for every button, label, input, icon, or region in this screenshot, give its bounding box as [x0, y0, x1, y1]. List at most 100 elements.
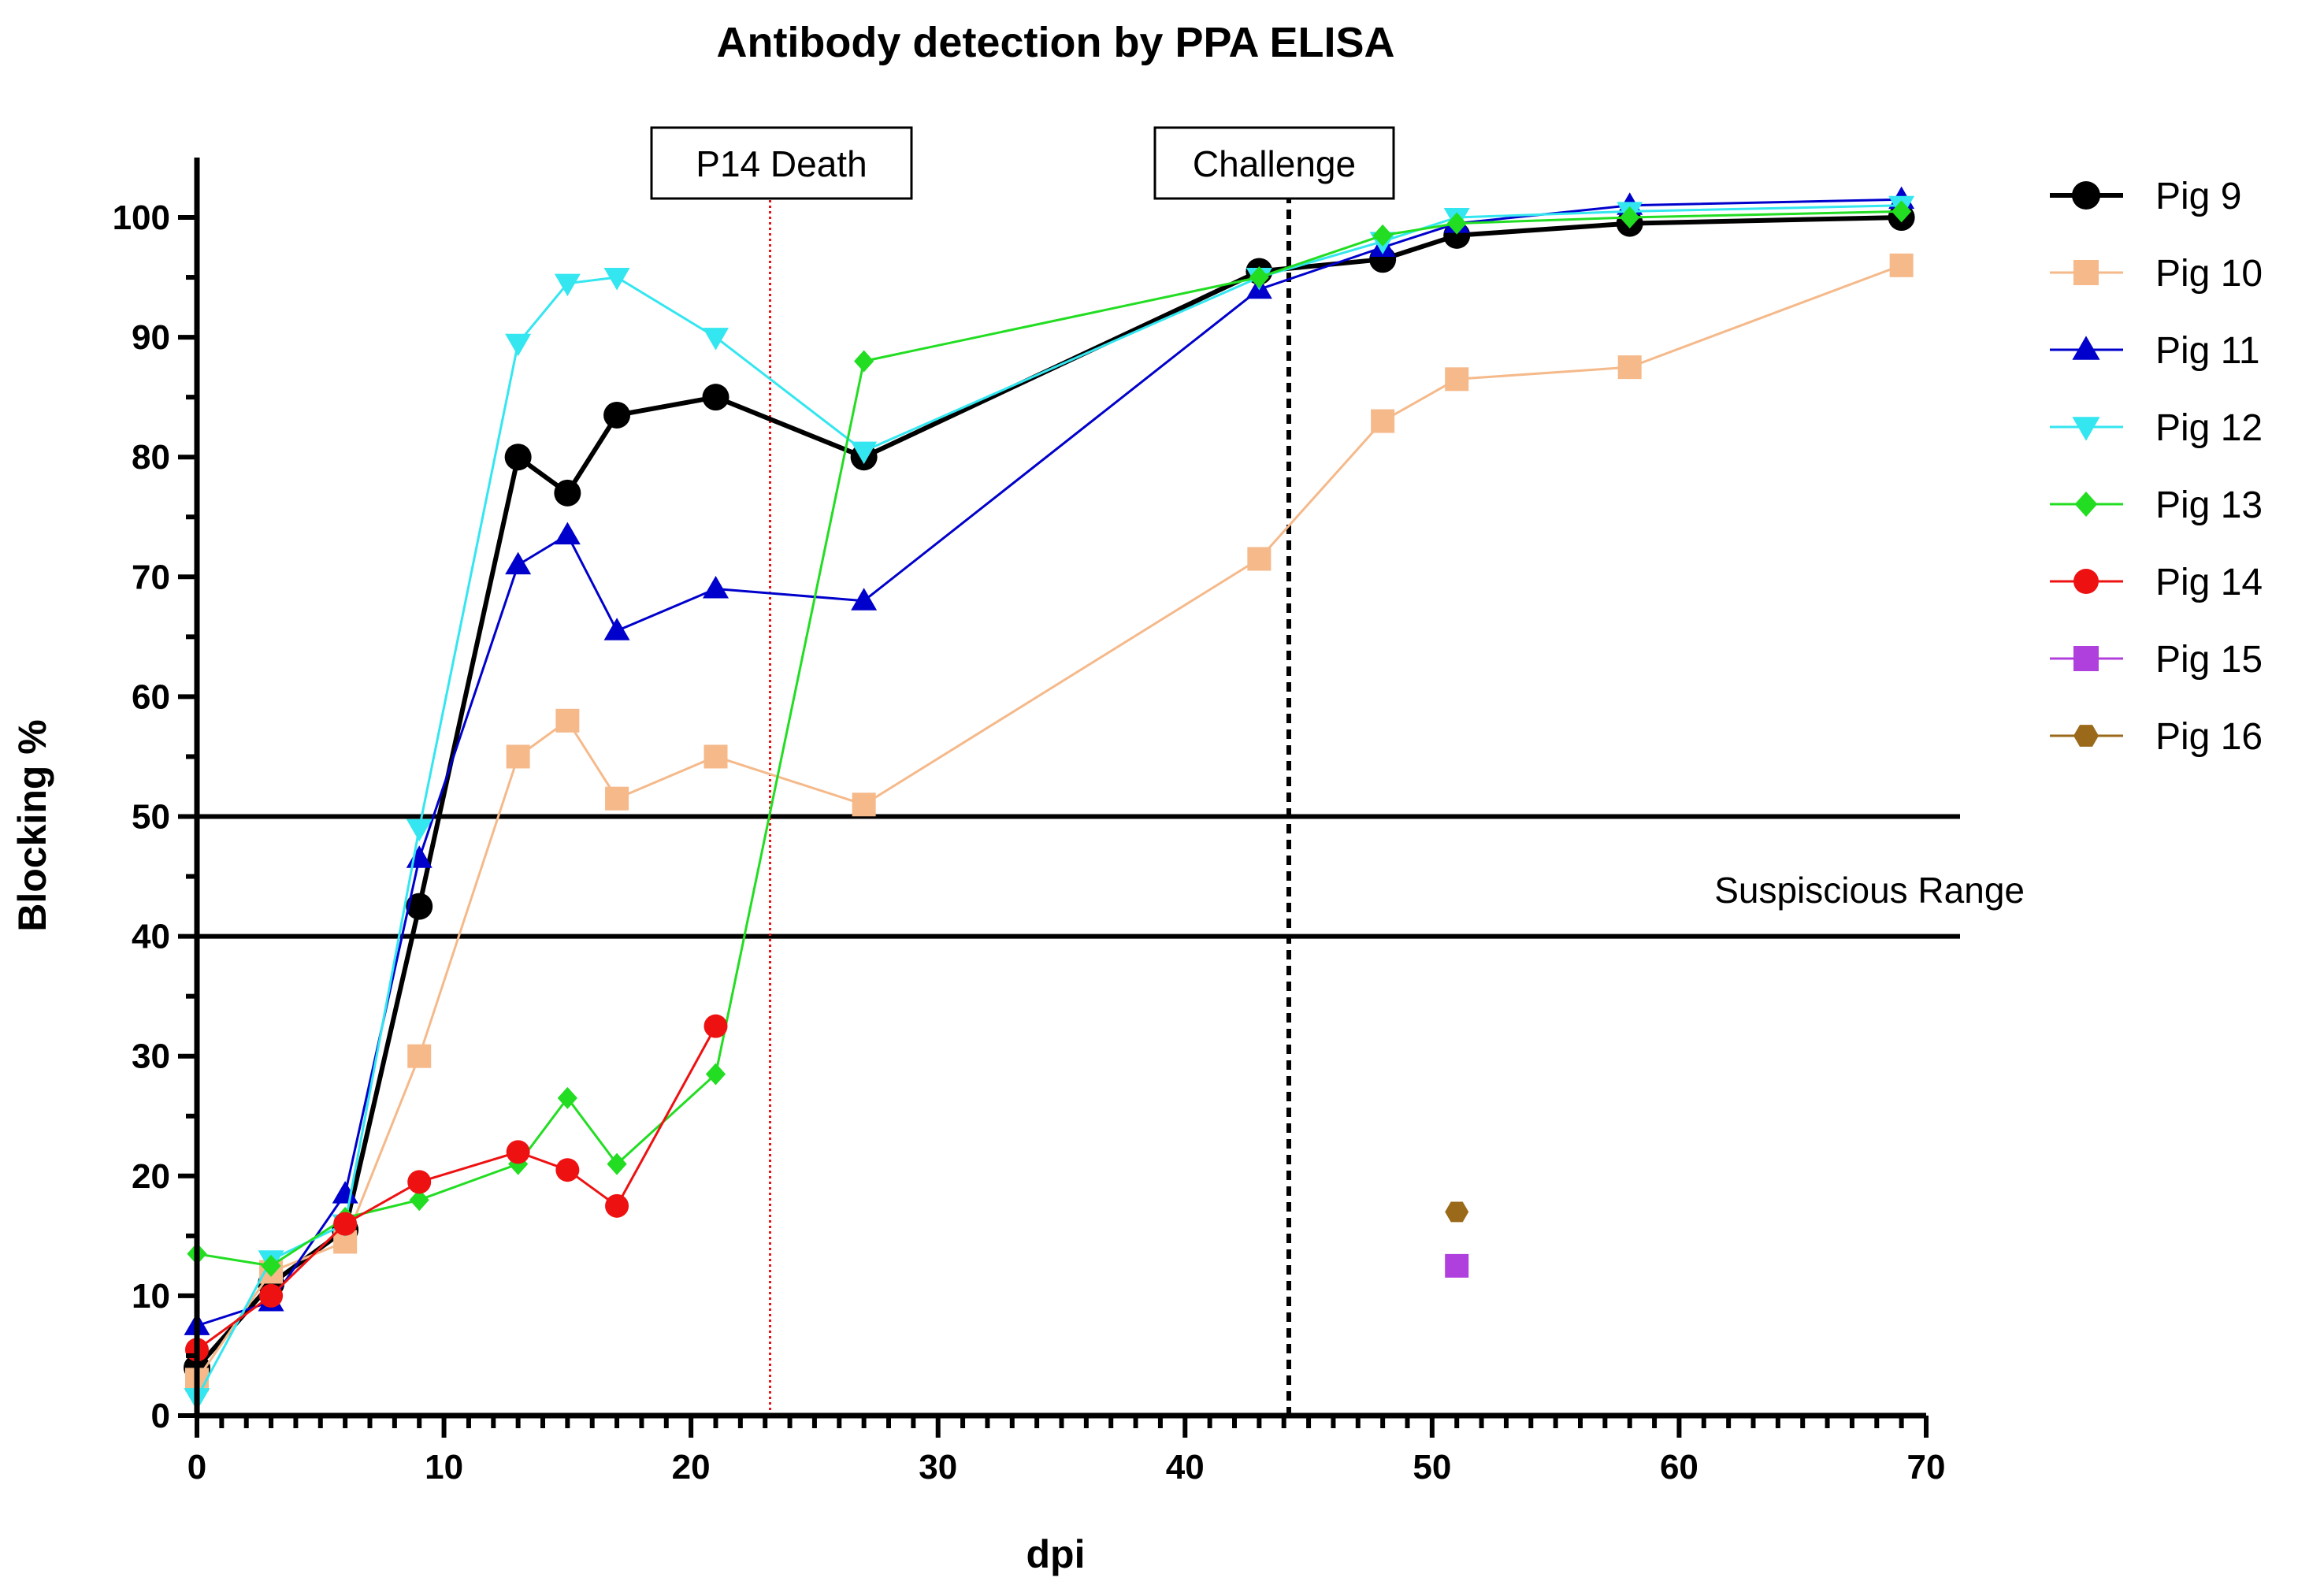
legend-item-3: Pig 12 [2050, 407, 2263, 449]
data-point [259, 1283, 284, 1308]
data-point [407, 1170, 432, 1194]
y-tick-label: 70 [132, 558, 170, 596]
data-point [406, 818, 432, 842]
data-point [557, 1086, 577, 1109]
legend-label: Pig 12 [2155, 407, 2263, 449]
legend-label: Pig 16 [2155, 716, 2263, 758]
data-point [1889, 253, 1914, 277]
series-1 [185, 253, 1914, 1392]
y-tick-label: 50 [132, 798, 170, 837]
data-point [554, 273, 581, 297]
data-point [407, 1044, 432, 1068]
data-point [554, 479, 581, 507]
series-lines [184, 186, 1915, 1411]
data-point [605, 1193, 629, 1218]
y-tick-label: 100 [113, 199, 170, 237]
data-point [406, 893, 433, 920]
data-point [603, 401, 631, 429]
legend-marker [2072, 181, 2100, 210]
legend-item-6: Pig 15 [2050, 639, 2263, 681]
series-line [196, 198, 1902, 1327]
y-tick-label: 10 [132, 1277, 170, 1316]
data-point [603, 268, 630, 291]
data-point [1446, 212, 1467, 235]
x-tick-label: 40 [1166, 1448, 1205, 1487]
data-point [555, 708, 580, 733]
data-point [1445, 1201, 1469, 1223]
data-point [854, 350, 874, 373]
x-tick-label: 20 [672, 1448, 711, 1487]
legend-item-1: Pig 10 [2050, 253, 2263, 295]
y-tick-label: 80 [132, 438, 170, 477]
data-point [506, 744, 530, 769]
data-point [603, 618, 630, 640]
annotation-box-1 [1153, 126, 1395, 200]
data-point [705, 1063, 726, 1086]
data-point [851, 588, 878, 611]
data-point [852, 792, 876, 817]
data-point [504, 444, 532, 471]
legend-marker [2073, 725, 2099, 747]
data-point [1445, 367, 1469, 392]
band-label: Suspiscious Range [1714, 870, 2025, 911]
data-point [702, 384, 729, 411]
x-tick-label: 30 [919, 1448, 957, 1487]
x-tick-label: 10 [425, 1448, 463, 1487]
series-4 [187, 200, 1912, 1277]
legend-marker [2073, 260, 2099, 285]
data-point [333, 1212, 358, 1236]
chart-title: Antibody detection by PPA ELISA [716, 19, 1394, 66]
data-point [409, 1189, 429, 1212]
series-line [196, 210, 1902, 1268]
series-6 [1445, 1253, 1469, 1278]
data-point [704, 1014, 728, 1038]
data-point [704, 744, 728, 769]
data-point [261, 1254, 281, 1277]
legend-marker [2072, 417, 2100, 441]
series-5 [185, 1014, 728, 1362]
y-tick-label: 0 [151, 1397, 170, 1435]
legend-item-5: Pig 14 [2050, 562, 2263, 603]
data-point [703, 576, 729, 599]
legend-label: Pig 9 [2155, 176, 2241, 217]
series-line [195, 204, 1902, 1398]
y-tick-label: 90 [132, 318, 170, 357]
y-tick-label: 30 [132, 1037, 170, 1076]
data-point [1620, 206, 1640, 228]
legend-label: Pig 15 [2155, 639, 2263, 681]
data-point [1372, 224, 1393, 247]
legend-marker [2072, 336, 2100, 360]
data-point [1249, 266, 1269, 289]
data-point [1891, 200, 1912, 223]
y-tick-label: 60 [132, 677, 170, 716]
data-point [703, 328, 729, 351]
data-point [554, 521, 581, 545]
x-tick-label: 70 [1907, 1448, 1946, 1487]
legend-label: Pig 11 [2155, 330, 2260, 372]
y-tick-label: 20 [132, 1157, 170, 1196]
legend: Pig 9 Pig 10 Pig 11 Pig 12 Pig 13 Pig 14 Pig 1… [2050, 176, 2263, 758]
series-7 [1445, 1201, 1469, 1223]
legend-item-0: Pig 9 [2050, 176, 2241, 217]
y-tick-label: 40 [132, 918, 170, 956]
annotation-label-1: Challenge [1193, 143, 1356, 184]
legend-marker [2073, 646, 2099, 671]
legend-label: Pig 14 [2155, 562, 2263, 603]
data-point [555, 1158, 580, 1182]
legend-marker [2074, 492, 2098, 517]
data-point [1247, 547, 1272, 571]
axes: 0 10 20 30 40 50 60 70 80 90 100 0 10 20 30 40 50 60 70 [113, 158, 1946, 1487]
legend-marker [2073, 569, 2099, 594]
data-point [605, 786, 629, 811]
x-tick-label: 50 [1413, 1448, 1451, 1487]
x-axis-label: dpi [1026, 1532, 1086, 1576]
series-line [195, 215, 1902, 1370]
data-point [505, 551, 532, 575]
y-axis-label: Blocking % [10, 719, 54, 931]
legend-label: Pig 13 [2155, 484, 2263, 526]
reference-lines [197, 814, 1960, 939]
data-point [1617, 355, 1642, 380]
data-point [506, 1140, 530, 1164]
data-point [1371, 409, 1395, 433]
